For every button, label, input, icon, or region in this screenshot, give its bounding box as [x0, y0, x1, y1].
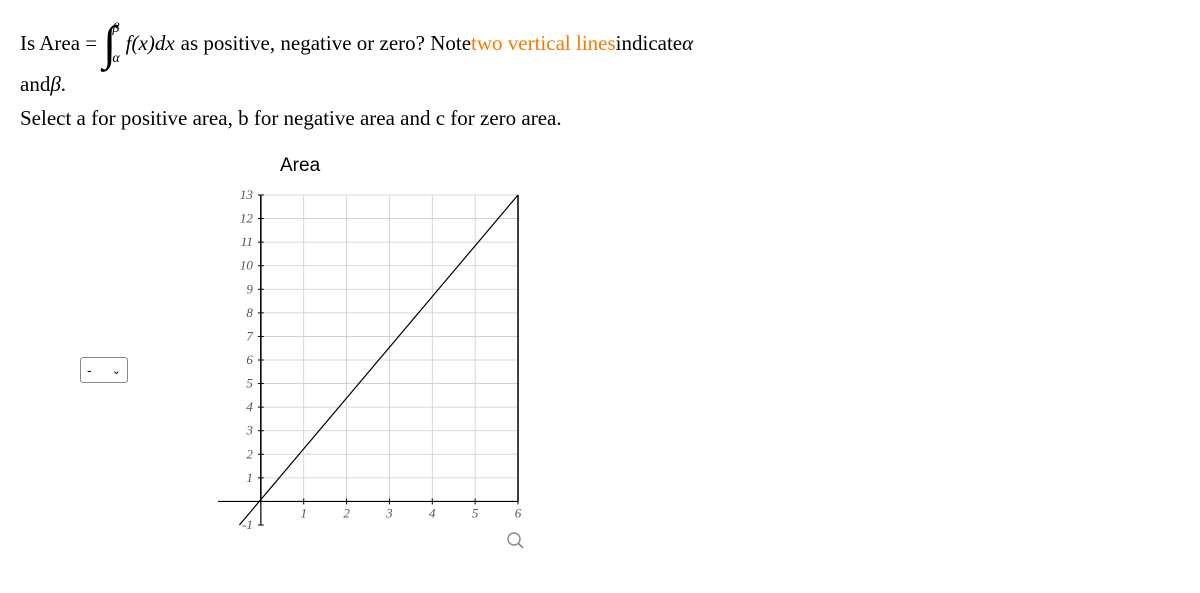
question-line-3: Select a for positive area, b for negati… — [20, 102, 1180, 136]
svg-text:12: 12 — [240, 211, 254, 226]
svg-text:1: 1 — [246, 470, 253, 485]
svg-text:6: 6 — [246, 352, 253, 367]
svg-text:2: 2 — [343, 506, 350, 521]
svg-text:11: 11 — [241, 234, 253, 249]
q1-prefix: Is Area = — [20, 27, 97, 61]
svg-text:1: 1 — [300, 506, 307, 521]
integral-symbol: ∫ — [103, 20, 116, 68]
integral-body: f(x)dx — [126, 27, 175, 61]
answer-dropdown[interactable]: - ⌄ — [80, 357, 128, 383]
question-line-1: Is Area = ∫ β α f(x)dx as positive, nega… — [20, 20, 1180, 68]
svg-text:4: 4 — [429, 506, 436, 521]
beta-symbol: β — [50, 68, 60, 102]
chart-area: Area - ⌄ 123456-112345678910111213 — [80, 155, 1180, 555]
svg-text:9: 9 — [246, 281, 253, 296]
area-chart: 123456-112345678910111213 — [148, 185, 528, 555]
q2-prefix: and — [20, 68, 50, 102]
question-block: Is Area = ∫ β α f(x)dx as positive, nega… — [20, 20, 1180, 135]
svg-text:2: 2 — [246, 446, 253, 461]
q1-suffix: indicate — [616, 27, 682, 61]
orange-highlight: two vertical lines — [471, 27, 616, 61]
dropdown-value: - — [87, 362, 92, 378]
svg-text:13: 13 — [240, 187, 254, 202]
alpha-symbol: α — [682, 27, 693, 61]
svg-text:5: 5 — [246, 376, 253, 391]
svg-text:7: 7 — [246, 329, 253, 344]
svg-text:10: 10 — [240, 258, 254, 273]
chart-title: Area — [280, 155, 1180, 177]
q1-mid: as positive, negative or zero? Note — [181, 27, 471, 61]
chevron-down-icon: ⌄ — [112, 364, 121, 377]
answer-row: - ⌄ 123456-112345678910111213 — [80, 185, 1180, 555]
question-line-2: and β . — [20, 68, 1180, 102]
integral-expression: ∫ β α f(x)dx — [103, 20, 174, 68]
svg-text:3: 3 — [385, 506, 393, 521]
q2-suffix: . — [61, 68, 66, 102]
svg-text:5: 5 — [472, 506, 479, 521]
svg-text:3: 3 — [245, 423, 253, 438]
svg-text:4: 4 — [246, 399, 253, 414]
svg-text:6: 6 — [515, 506, 522, 521]
svg-text:8: 8 — [246, 305, 253, 320]
